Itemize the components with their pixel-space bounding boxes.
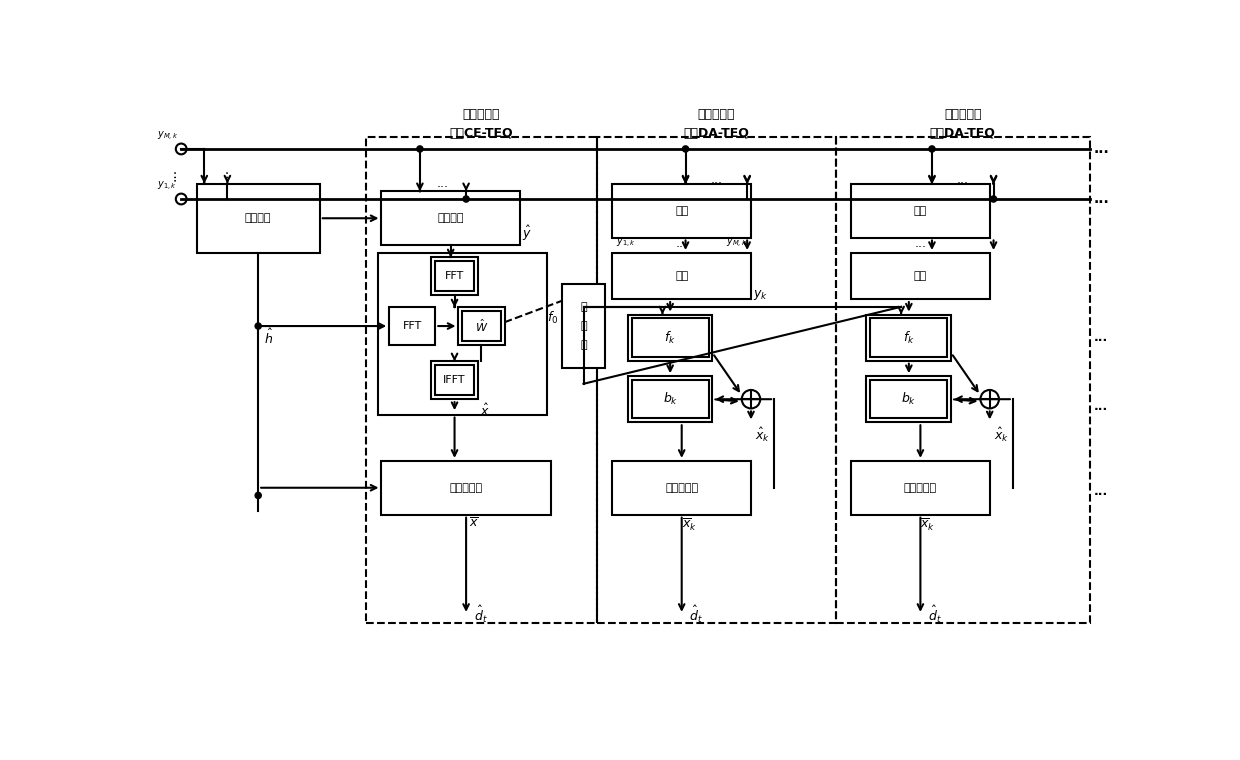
- Text: ...: ...: [957, 173, 968, 186]
- Bar: [870, 380, 947, 419]
- Circle shape: [991, 196, 997, 202]
- Bar: [435, 261, 474, 291]
- Text: 缓存: 缓存: [914, 205, 928, 216]
- Text: $y_{M,k}$: $y_{M,k}$: [156, 130, 179, 143]
- Text: $\overline{x}$: $\overline{x}$: [469, 517, 479, 530]
- Circle shape: [463, 196, 469, 202]
- Text: 初: 初: [580, 302, 587, 312]
- Text: ...: ...: [711, 173, 723, 186]
- Text: ...: ...: [1094, 485, 1107, 498]
- Text: $b_k$: $b_k$: [662, 391, 678, 407]
- Text: 软判决译码: 软判决译码: [450, 483, 482, 492]
- Text: $\overline{x}_k$: $\overline{x}_k$: [682, 517, 697, 534]
- Text: $\hat{d}_t$: $\hat{d}_t$: [928, 604, 942, 625]
- Text: FFT: FFT: [403, 321, 422, 331]
- Circle shape: [255, 492, 262, 499]
- Bar: [851, 461, 990, 515]
- Text: ...: ...: [165, 168, 179, 181]
- Text: ...: ...: [1094, 192, 1110, 206]
- Text: ...: ...: [217, 168, 231, 181]
- Text: IFFT: IFFT: [444, 375, 466, 385]
- Text: FFT: FFT: [445, 271, 464, 281]
- Text: 干扰消除: 干扰消除: [438, 214, 464, 223]
- Circle shape: [981, 390, 999, 408]
- Text: $f_0$: $f_0$: [547, 310, 558, 326]
- Text: $y_k$: $y_k$: [754, 288, 769, 302]
- Text: $f_k$: $f_k$: [903, 330, 915, 346]
- Bar: [459, 307, 505, 345]
- Text: $b_k$: $b_k$: [901, 391, 916, 407]
- Bar: [432, 361, 477, 399]
- Text: $\hat{W}$: $\hat{W}$: [475, 318, 489, 334]
- Circle shape: [176, 144, 186, 154]
- Text: 第二次迭代: 第二次迭代: [698, 108, 735, 121]
- Bar: [197, 184, 320, 253]
- Bar: [851, 184, 990, 238]
- Bar: [631, 318, 708, 357]
- Text: $y_{M,k}$: $y_{M,k}$: [725, 237, 748, 250]
- Bar: [867, 315, 951, 361]
- Text: 堆叠: 堆叠: [914, 271, 928, 281]
- Text: $f_k$: $f_k$: [665, 330, 676, 346]
- Text: 时域DA-TEQ: 时域DA-TEQ: [930, 127, 996, 140]
- Circle shape: [744, 196, 750, 202]
- Text: $\hat{d}_t$: $\hat{d}_t$: [474, 604, 487, 625]
- Text: 频域CE-TEQ: 频域CE-TEQ: [450, 127, 513, 140]
- Bar: [366, 138, 596, 622]
- Text: $\overline{x}_k$: $\overline{x}_k$: [920, 517, 936, 534]
- Circle shape: [255, 323, 262, 329]
- Text: $\hat{h}$: $\hat{h}$: [264, 328, 273, 347]
- Text: 化: 化: [580, 340, 587, 350]
- Bar: [563, 283, 605, 369]
- Text: ...: ...: [436, 177, 449, 190]
- Circle shape: [742, 390, 760, 408]
- Bar: [631, 380, 708, 419]
- Bar: [613, 461, 751, 515]
- Text: $\hat{y}$: $\hat{y}$: [522, 224, 532, 243]
- Text: ...: ...: [1094, 142, 1110, 156]
- Text: ...: ...: [1094, 331, 1107, 344]
- Text: $y_{1,k}$: $y_{1,k}$: [157, 180, 177, 193]
- Bar: [613, 253, 751, 299]
- Text: 第三次迭代: 第三次迭代: [944, 108, 982, 121]
- Text: $\hat{x}_k$: $\hat{x}_k$: [993, 426, 1009, 445]
- Bar: [432, 257, 477, 295]
- Bar: [627, 315, 713, 361]
- Text: 软判决译码: 软判决译码: [904, 483, 937, 492]
- Bar: [382, 192, 520, 245]
- Bar: [613, 184, 751, 238]
- Text: 始: 始: [580, 321, 587, 331]
- Bar: [463, 311, 501, 341]
- Bar: [836, 138, 1090, 622]
- Text: 堆叠: 堆叠: [675, 271, 688, 281]
- Bar: [596, 138, 836, 622]
- Circle shape: [176, 194, 186, 204]
- Bar: [870, 318, 947, 357]
- Circle shape: [417, 146, 423, 152]
- Circle shape: [682, 146, 688, 152]
- Text: $\hat{x}_k$: $\hat{x}_k$: [755, 426, 770, 445]
- Text: 信道估计: 信道估计: [246, 214, 272, 223]
- Bar: [435, 365, 474, 395]
- Text: $\hat{x}$: $\hat{x}$: [480, 403, 490, 419]
- Text: 时域DA-TEQ: 时域DA-TEQ: [683, 127, 749, 140]
- Text: $\hat{d}_t$: $\hat{d}_t$: [689, 604, 703, 625]
- Bar: [389, 307, 435, 345]
- Text: ...: ...: [676, 237, 688, 250]
- Circle shape: [929, 146, 935, 152]
- Text: 第一次迭代: 第一次迭代: [463, 108, 500, 121]
- Bar: [851, 253, 990, 299]
- Bar: [627, 376, 713, 423]
- Bar: [377, 253, 547, 415]
- Text: ...: ...: [1094, 401, 1107, 413]
- Text: 缓存: 缓存: [675, 205, 688, 216]
- Bar: [867, 376, 951, 423]
- Bar: [382, 461, 551, 515]
- Text: $y_{1,k}$: $y_{1,k}$: [616, 237, 636, 250]
- Text: 软判决译码: 软判决译码: [665, 483, 698, 492]
- Text: ...: ...: [914, 237, 926, 250]
